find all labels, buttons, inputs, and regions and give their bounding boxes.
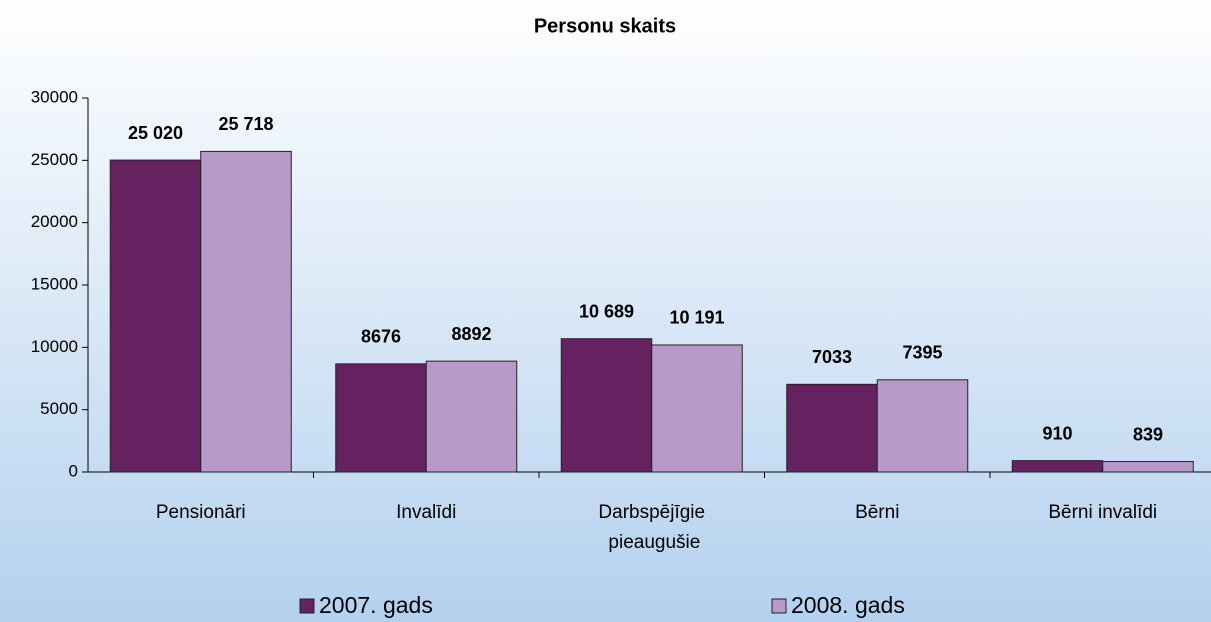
chart-title: Personu skaits	[534, 15, 676, 37]
data-label: 7395	[902, 343, 942, 363]
legend-swatch	[299, 598, 315, 614]
bar	[1011, 460, 1104, 473]
y-tick-label: 15000	[31, 274, 78, 293]
legend-label: 2008. gads	[791, 592, 905, 618]
legend-swatch	[771, 598, 787, 614]
y-tick-label: 0	[69, 461, 78, 480]
data-label: 25 718	[218, 114, 273, 134]
bar	[786, 383, 878, 473]
x-tick-label: Pensionāri	[156, 502, 246, 523]
bar	[560, 338, 653, 473]
bar	[1102, 461, 1194, 473]
bar	[200, 150, 292, 473]
legend-label: 2007. gads	[319, 592, 433, 618]
y-tick-label: 20000	[31, 212, 78, 231]
x-tick-label: Invalīdi	[396, 502, 456, 523]
x-tick-label: Bērni invalīdi	[1048, 502, 1157, 523]
bar	[425, 360, 518, 473]
y-tick-label: 25000	[31, 150, 78, 169]
data-label: 7033	[812, 347, 852, 367]
x-tick-label: Bērni	[855, 502, 899, 523]
bar	[109, 159, 202, 473]
data-label: 8892	[451, 324, 491, 344]
y-tick-label: 30000	[31, 87, 78, 106]
data-label: 10 191	[669, 308, 724, 328]
data-label: 25 020	[128, 123, 183, 143]
data-label: 8676	[361, 327, 401, 347]
bar	[876, 379, 969, 473]
y-tick-label: 5000	[40, 399, 78, 418]
data-label: 839	[1133, 424, 1163, 444]
bar	[335, 363, 427, 473]
bar	[651, 344, 743, 473]
y-tick-label: 10000	[31, 337, 78, 356]
data-label: 910	[1042, 423, 1072, 443]
x-tick-label: Darbspējīgie pieaugušie	[598, 502, 705, 553]
data-label: 10 689	[579, 301, 634, 321]
